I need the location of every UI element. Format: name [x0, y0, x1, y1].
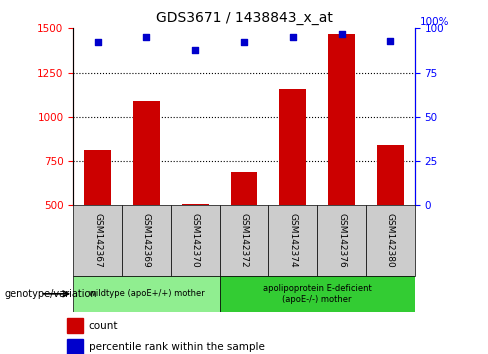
- Point: [191, 47, 199, 52]
- Text: GSM142367: GSM142367: [93, 213, 102, 268]
- Text: GSM142370: GSM142370: [191, 213, 200, 268]
- Point: [338, 31, 346, 36]
- FancyBboxPatch shape: [268, 205, 317, 276]
- Text: GSM142374: GSM142374: [288, 213, 297, 268]
- FancyBboxPatch shape: [317, 205, 366, 276]
- Point: [94, 40, 102, 45]
- FancyBboxPatch shape: [122, 205, 171, 276]
- FancyBboxPatch shape: [220, 205, 268, 276]
- Text: count: count: [89, 321, 118, 331]
- Point: [386, 38, 394, 44]
- Bar: [328, 34, 355, 205]
- FancyBboxPatch shape: [73, 276, 220, 312]
- Bar: [67, 318, 83, 333]
- Text: GSM142380: GSM142380: [386, 213, 395, 268]
- Text: GSM142369: GSM142369: [142, 213, 151, 268]
- Title: GDS3671 / 1438843_x_at: GDS3671 / 1438843_x_at: [156, 11, 332, 24]
- Text: apolipoprotein E-deficient
(apoE-/-) mother: apolipoprotein E-deficient (apoE-/-) mot…: [263, 284, 371, 303]
- Bar: [231, 172, 258, 205]
- Bar: [84, 150, 111, 205]
- Text: percentile rank within the sample: percentile rank within the sample: [89, 342, 264, 352]
- Text: GSM142376: GSM142376: [337, 213, 346, 268]
- Bar: [182, 204, 209, 205]
- Point: [142, 34, 150, 40]
- Bar: [279, 88, 306, 205]
- Bar: [133, 101, 160, 205]
- Point: [289, 34, 297, 40]
- FancyBboxPatch shape: [366, 205, 415, 276]
- FancyBboxPatch shape: [171, 205, 220, 276]
- Text: wildtype (apoE+/+) mother: wildtype (apoE+/+) mother: [88, 289, 204, 298]
- FancyBboxPatch shape: [73, 205, 122, 276]
- Bar: [377, 145, 404, 205]
- FancyBboxPatch shape: [220, 276, 415, 312]
- Text: GSM142372: GSM142372: [240, 213, 248, 268]
- Text: genotype/variation: genotype/variation: [5, 289, 98, 299]
- Bar: [67, 339, 83, 354]
- Text: 100%: 100%: [420, 17, 449, 27]
- Point: [240, 40, 248, 45]
